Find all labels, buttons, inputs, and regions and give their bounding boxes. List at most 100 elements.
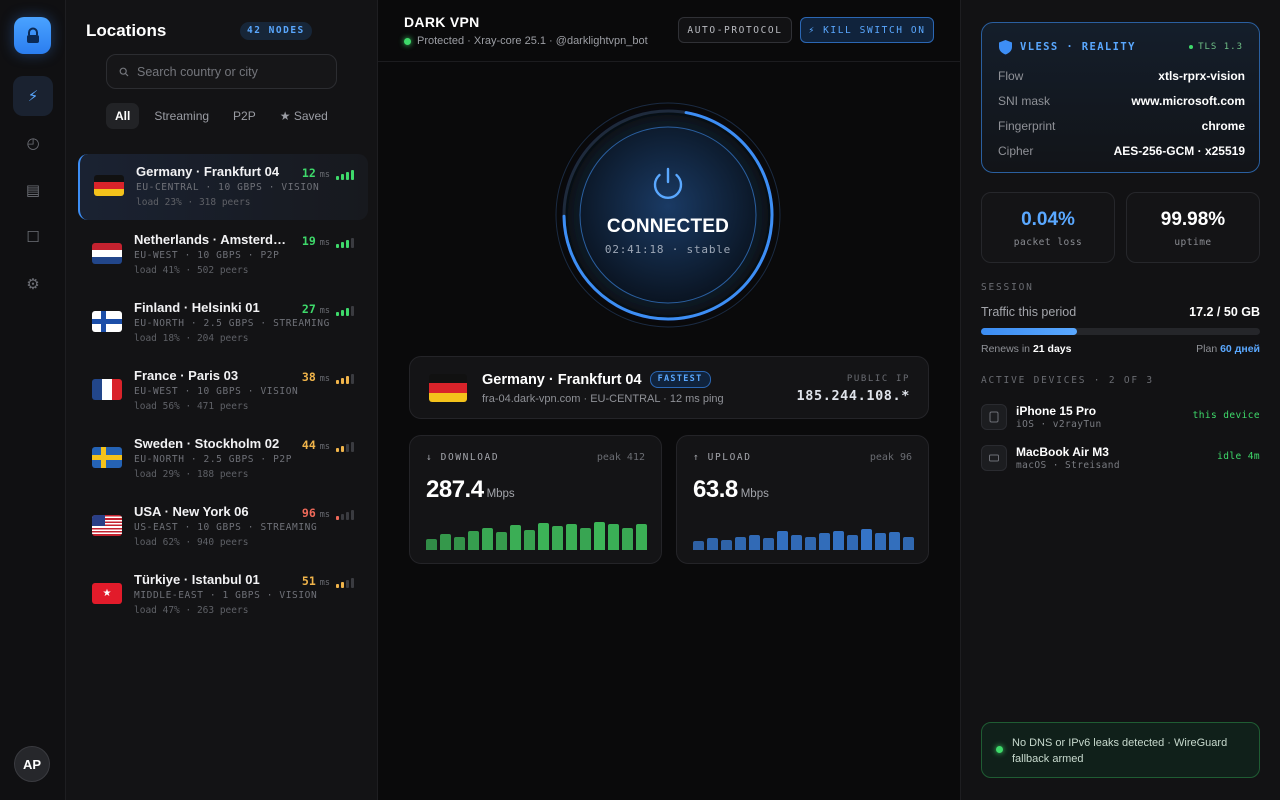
auto-protocol-button[interactable]: AUTO-PROTOCOL	[678, 17, 792, 43]
top-bar: DARK VPN Protected · Xray-core 25.1 · @d…	[378, 0, 960, 62]
upload-value: 63.8	[693, 476, 738, 503]
device-platform: iOS · v2rayTun	[1016, 419, 1102, 430]
server-item[interactable]: Netherlands · Amsterdam 02 EU-WEST · 10 G…	[78, 222, 368, 288]
plan-value: 60 дней	[1220, 343, 1260, 355]
dial-outer-ring	[555, 102, 781, 328]
current-server-name: Germany · Frankfurt 04 FASTEST	[482, 371, 711, 388]
phone-icon	[981, 404, 1007, 430]
protocol-title: VLESS · REALITY	[998, 39, 1136, 55]
server-ping: 51 ms	[302, 574, 354, 588]
server-item[interactable]: Germany · Frankfurt 04 EU-CENTRAL · 10 GB…	[78, 154, 368, 220]
filter-chip-3[interactable]: ★ Saved	[279, 109, 328, 123]
tls-badge: TLS 1.3	[1189, 42, 1243, 52]
app-logo[interactable]	[14, 17, 51, 54]
list-icon: ▤	[25, 182, 41, 199]
ping-value: 51	[301, 574, 316, 588]
details-panel: VLESS · REALITY TLS 1.3 Flow xtls-rprx-vi…	[960, 0, 1280, 800]
server-tag: P2P	[273, 454, 293, 465]
device-item[interactable]: MacBook Air M3 macOS · Streisand idle 4m	[981, 445, 1260, 473]
server-item[interactable]: Sweden · Stockholm 02 EU-NORTH · 2.5 GBPS…	[78, 426, 368, 492]
spark-bar	[608, 524, 619, 550]
renews-value: 21 days	[1032, 343, 1072, 355]
rail-window[interactable]: ☐	[13, 217, 53, 257]
rail-settings[interactable]: ⚙	[13, 264, 53, 304]
spark-bar	[566, 523, 577, 550]
search-input[interactable]	[137, 64, 327, 79]
server-load: load 62% · 940 peers	[134, 537, 249, 548]
server-item[interactable]: ★ Türkiye · Istanbul 01 MIDDLE-EAST · 1 GB…	[78, 562, 368, 628]
protocol-row: Flow xtls-rprx-vision	[998, 69, 1245, 83]
server-load-value: load 29%	[134, 469, 180, 480]
server-region: US-EAST	[134, 522, 179, 533]
rail-history[interactable]: ◴	[13, 123, 53, 163]
protocol-key: SNI mask	[998, 94, 1051, 108]
spark-bar	[889, 532, 900, 550]
traffic-row: Traffic this period 17.2 / 50 GB	[981, 305, 1260, 319]
signal-bars-icon	[336, 509, 354, 520]
shield-icon	[999, 40, 1012, 55]
power-icon	[653, 167, 683, 200]
filter-chips: All Streaming P2P ★ Saved	[106, 103, 337, 129]
rail-connect[interactable]: ⚡	[13, 76, 53, 116]
leak-status-dot-icon	[996, 746, 1003, 753]
filter-chip-2[interactable]: P2P	[233, 109, 256, 123]
traffic-progress-fill	[981, 328, 1077, 335]
server-peers: 318 peers	[198, 197, 251, 208]
server-load: load 18% · 204 peers	[134, 333, 249, 344]
server-speed: 10 GBPS	[197, 522, 242, 533]
spark-bar	[805, 536, 816, 550]
ping-value: 12	[301, 166, 316, 180]
protocol-row: SNI mask www.microsoft.com	[998, 94, 1245, 108]
server-item[interactable]: Finland · Helsinki 01 EU-NORTH · 2.5 GBPS…	[78, 290, 368, 356]
connection-dial[interactable]	[548, 95, 788, 335]
server-load: load 47% · 263 peers	[134, 605, 249, 616]
device-item[interactable]: iPhone 15 Pro iOS · v2rayTun this device	[981, 404, 1260, 432]
server-meta: EU-WEST · 10 GBPS · P2P	[134, 250, 280, 261]
traffic-progress-bar	[981, 328, 1260, 335]
ping-unit: ms	[319, 578, 330, 588]
server-ping: 96 ms	[302, 506, 354, 520]
server-item[interactable]: USA · New York 06 US-EAST · 10 GBPS · STR…	[78, 494, 368, 560]
tls-version: TLS 1.3	[1198, 42, 1243, 52]
server-name: Germany · Frankfurt 04	[136, 164, 280, 179]
signal-bars-icon	[336, 305, 354, 316]
server-ping: 12 ms	[302, 166, 354, 180]
rail-logs[interactable]: ▤	[13, 170, 53, 210]
fastest-badge: FASTEST	[649, 371, 711, 388]
ping-unit: ms	[319, 238, 330, 248]
spark-bar	[833, 530, 844, 550]
spark-bar	[510, 525, 521, 550]
filter-chip-1[interactable]: Streaming	[154, 109, 210, 123]
server-speed: 10 GBPS	[218, 182, 263, 193]
server-tag: VISION	[279, 590, 318, 601]
spark-bar	[552, 526, 563, 550]
kill-switch-button[interactable]: ⚡ KILL SWITCH ON	[800, 17, 934, 43]
server-peers: 188 peers	[196, 469, 249, 480]
server-meta: EU-WEST · 10 GBPS · VISION	[134, 386, 299, 397]
server-tag: VISION	[260, 386, 299, 397]
signal-bars-icon	[336, 169, 354, 180]
packet-loss-card: 0.04% packet loss	[981, 192, 1115, 263]
current-server-card[interactable]: Germany · Frankfurt 04 FASTEST fra-04.da…	[409, 356, 929, 419]
server-speed: 10 GBPS	[197, 386, 242, 397]
server-peers: 940 peers	[196, 537, 249, 548]
server-meta: EU-NORTH · 2.5 GBPS · STREAMING	[134, 318, 330, 329]
lock-icon	[26, 27, 39, 43]
flag-germany-icon	[429, 374, 467, 402]
spark-bar	[454, 536, 465, 550]
filter-chip-0[interactable]: All	[106, 103, 140, 129]
packet-loss-value: 0.04%	[1021, 209, 1075, 230]
traffic-label: Traffic this period	[981, 305, 1077, 319]
server-item[interactable]: France · Paris 03 EU-WEST · 10 GBPS · VIS…	[78, 358, 368, 424]
ping-value: 19	[301, 234, 316, 248]
server-meta: MIDDLE-EAST · 1 GBPS · VISION	[134, 590, 318, 601]
protocol-row: Cipher AES-256-GCM · x25519	[998, 144, 1245, 158]
protocol-value: chrome	[1201, 119, 1245, 133]
spark-bar	[426, 538, 437, 550]
public-ip-value: 185.244.108.*	[796, 388, 910, 404]
session-label: SESSION	[981, 282, 1034, 293]
download-peak: peak 412	[596, 452, 645, 463]
server-meta: US-EAST · 10 GBPS · STREAMING	[134, 522, 318, 533]
spark-bar	[721, 539, 732, 550]
avatar[interactable]: AP	[14, 746, 50, 782]
